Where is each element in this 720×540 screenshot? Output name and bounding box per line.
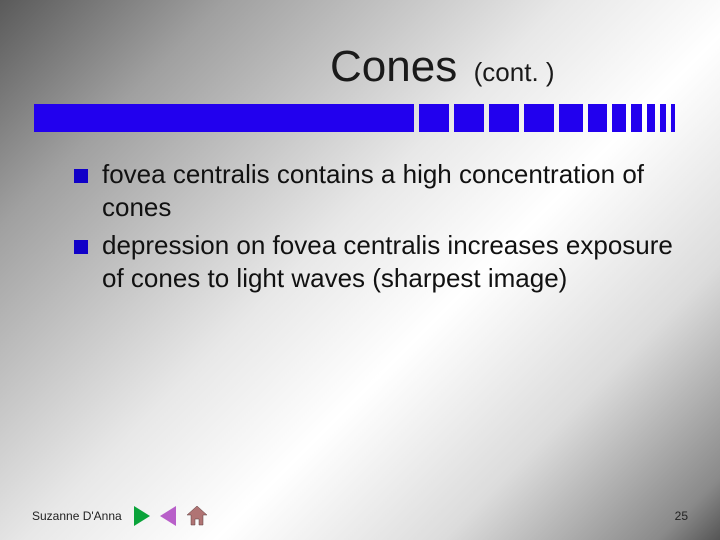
decor-bar-square bbox=[647, 104, 655, 132]
slide-footer: Suzanne D'Anna 25 bbox=[32, 506, 688, 526]
bullet-text: fovea centralis contains a high concentr… bbox=[102, 158, 690, 225]
decor-bar bbox=[34, 104, 686, 132]
page-number: 25 bbox=[675, 509, 688, 523]
nav-icons bbox=[134, 506, 208, 526]
decor-bar-square bbox=[454, 104, 484, 132]
slide: Cones (cont. ) fovea centralis contains … bbox=[0, 0, 720, 540]
slide-title-main: Cones bbox=[330, 42, 457, 91]
home-icon[interactable] bbox=[186, 506, 208, 526]
decor-bar-square bbox=[524, 104, 554, 132]
decor-bar-square bbox=[671, 104, 675, 132]
bullet-list: fovea centralis contains a high concentr… bbox=[74, 158, 690, 299]
bullet-square-icon bbox=[74, 169, 88, 183]
decor-bar-square bbox=[612, 104, 626, 132]
decor-bar-square bbox=[489, 104, 519, 132]
list-item: fovea centralis contains a high concentr… bbox=[74, 158, 690, 225]
decor-bar-squares bbox=[419, 104, 675, 132]
decor-bar-square bbox=[419, 104, 449, 132]
decor-bar-square bbox=[631, 104, 642, 132]
decor-bar-square bbox=[660, 104, 666, 132]
slide-title-sub: (cont. ) bbox=[474, 57, 555, 87]
bullet-text: depression on fovea centralis increases … bbox=[102, 229, 690, 296]
bullet-square-icon bbox=[74, 240, 88, 254]
footer-author: Suzanne D'Anna bbox=[32, 509, 122, 523]
decor-bar-long bbox=[34, 104, 414, 132]
list-item: depression on fovea centralis increases … bbox=[74, 229, 690, 296]
slide-title-row: Cones (cont. ) bbox=[0, 42, 720, 92]
prev-icon[interactable] bbox=[160, 506, 176, 526]
footer-left: Suzanne D'Anna bbox=[32, 506, 208, 526]
next-icon[interactable] bbox=[134, 506, 150, 526]
decor-bar-square bbox=[559, 104, 583, 132]
decor-bar-square bbox=[588, 104, 607, 132]
